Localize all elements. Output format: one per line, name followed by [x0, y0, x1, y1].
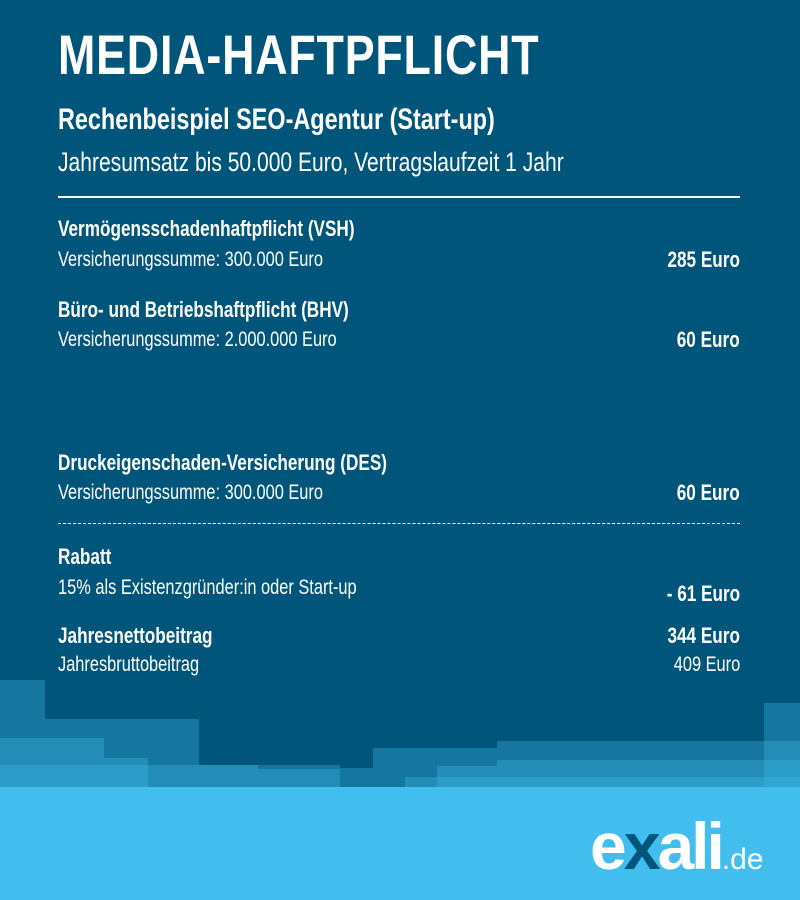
discount-name: Rabatt [58, 544, 112, 569]
item-bhv-name: Büro- und Betriebshaftpflicht (BHV) [58, 297, 349, 322]
page-title: MEDIA-HAFTPFLICHT [58, 23, 540, 86]
description: Jahresumsatz bis 50.000 Euro, Vertragsla… [58, 147, 564, 177]
dashed-divider [58, 523, 740, 524]
divider [58, 196, 740, 198]
net-label: Jahresnettobeitrag [58, 623, 213, 648]
net-price: 344 Euro [667, 623, 740, 648]
item-bhv-price: 60 Euro [677, 327, 740, 352]
gross-label: Jahresbruttobeitrag [58, 653, 200, 676]
gross-price: 409 Euro [673, 653, 740, 676]
exali-logo: exali.de [590, 809, 764, 883]
discount-price: - 61 Euro [666, 581, 740, 606]
subtitle: Rechenbeispiel SEO-Agentur (Start-up) [58, 103, 495, 136]
item-bhv-detail: Versicherungssumme: 2.000.000 Euro [58, 328, 337, 351]
discount-detail: 15% als Existenzgründer:in oder Start-up [58, 576, 357, 599]
item-vsh-price: 285 Euro [667, 247, 740, 272]
item-des-name: Druckeigenschaden-Versicherung (DES) [58, 450, 388, 475]
item-des-price: 60 Euro [677, 480, 740, 505]
item-des-detail: Versicherungssumme: 300.000 Euro [58, 481, 323, 504]
item-vsh-detail: Versicherungssumme: 300.000 Euro [58, 248, 323, 271]
item-vsh-name: Vermögensschadenhaftpflicht (VSH) [58, 216, 355, 241]
